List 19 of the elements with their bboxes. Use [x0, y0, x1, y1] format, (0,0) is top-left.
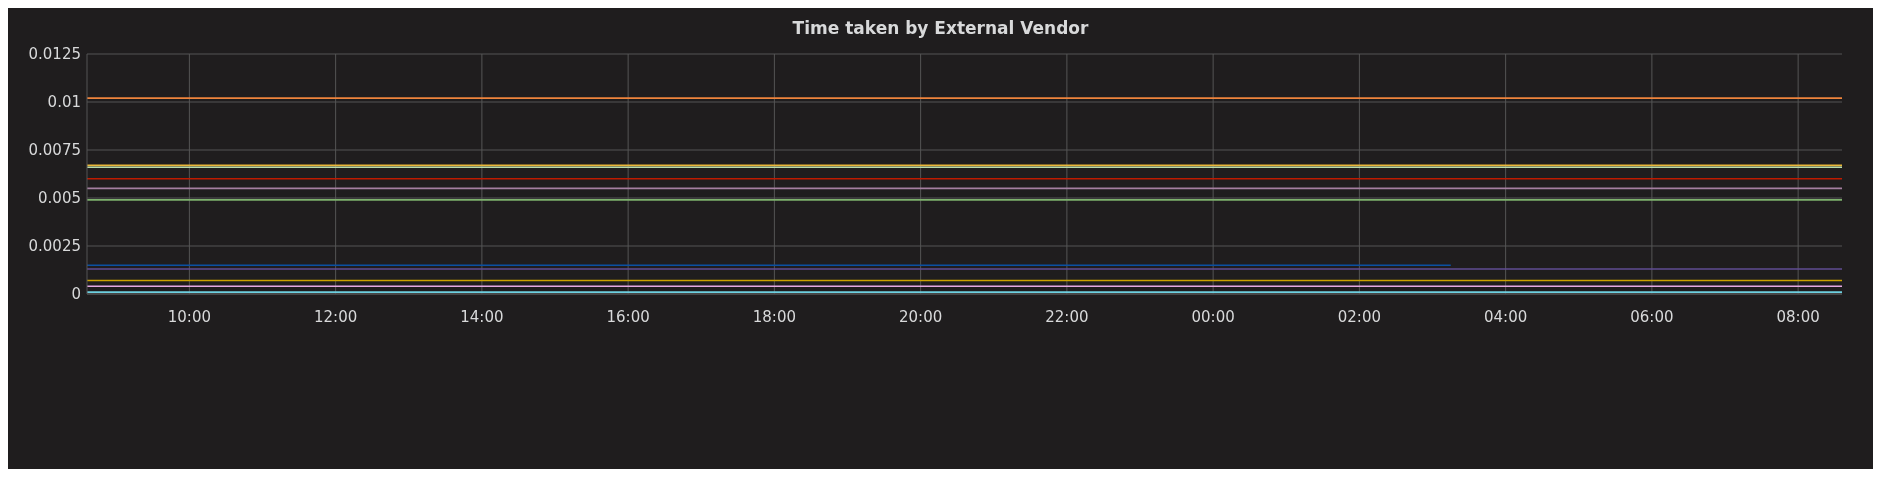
- x-tick-label: 16:00: [606, 308, 650, 326]
- x-tick-label: 02:00: [1337, 308, 1381, 326]
- x-tick-label: 08:00: [1776, 308, 1820, 326]
- x-tick-label: 04:00: [1484, 308, 1528, 326]
- x-tick-label: 06:00: [1630, 308, 1674, 326]
- x-tick-label: 18:00: [752, 308, 796, 326]
- x-tick-label: 12:00: [314, 308, 358, 326]
- x-tick-label: 00:00: [1191, 308, 1235, 326]
- x-tick-label: 20:00: [899, 308, 943, 326]
- chart-title: Time taken by External Vendor: [792, 18, 1089, 38]
- y-tick-label: 0.0025: [28, 237, 81, 256]
- y-tick-label: 0.01: [47, 93, 81, 112]
- y-tick-label: 0.005: [38, 189, 81, 208]
- y-tick-label: 0.0075: [28, 141, 81, 160]
- x-tick-label: 10:00: [167, 308, 211, 326]
- y-tick-label: 0: [71, 285, 81, 304]
- x-tick-label: 22:00: [1045, 308, 1089, 326]
- y-tick-label: 0.0125: [28, 45, 81, 64]
- x-tick-label: 14:00: [460, 308, 504, 326]
